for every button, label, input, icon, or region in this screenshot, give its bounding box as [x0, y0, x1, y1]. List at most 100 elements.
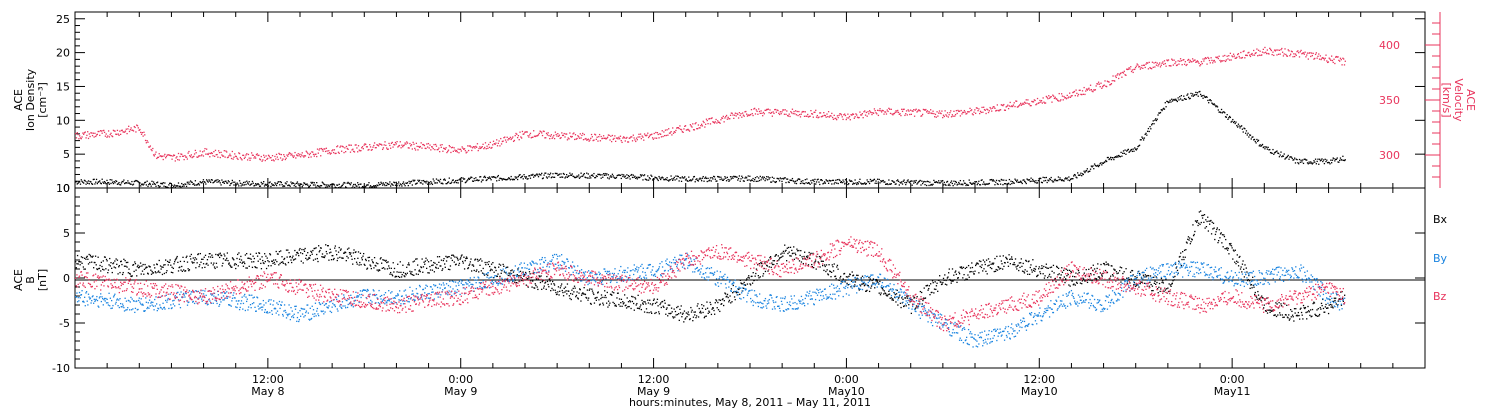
density-point	[435, 178, 438, 180]
density-point	[253, 185, 255, 187]
bx-point	[1001, 263, 1003, 265]
density-point	[1011, 182, 1013, 185]
velocity-point	[651, 137, 654, 139]
density-point	[140, 185, 142, 187]
velocity-point	[1315, 52, 1318, 54]
velocity-point	[256, 153, 258, 155]
density-point	[694, 181, 696, 183]
velocity-point	[102, 130, 104, 132]
velocity-point	[215, 154, 217, 156]
velocity-point	[539, 130, 541, 132]
velocity-point	[238, 152, 241, 155]
bx-point	[75, 267, 77, 269]
bx-point	[381, 267, 383, 269]
bx-point	[950, 282, 952, 284]
velocity-point	[565, 133, 568, 135]
velocity-point	[502, 140, 504, 142]
bx-point	[629, 300, 631, 302]
density-point	[309, 184, 311, 187]
density-point	[207, 181, 209, 183]
density-point	[1293, 159, 1295, 161]
velocity-point	[707, 123, 709, 125]
density-point	[402, 181, 405, 183]
density-point	[576, 175, 578, 177]
density-point	[995, 181, 997, 183]
density-point	[166, 186, 168, 188]
velocity-point	[397, 146, 399, 148]
density-point	[370, 186, 373, 188]
bx-point	[801, 256, 803, 258]
density-point	[1103, 161, 1105, 164]
bx-point	[895, 301, 897, 303]
density-point	[1265, 146, 1267, 148]
bx-point	[724, 292, 726, 294]
density-point	[639, 174, 642, 176]
bx-point	[967, 274, 969, 276]
velocity-point	[1063, 95, 1065, 98]
bx-point	[324, 255, 326, 257]
bx-point	[175, 258, 177, 260]
bx-point	[229, 265, 232, 267]
density-point	[245, 183, 247, 186]
velocity-point	[1255, 52, 1257, 54]
bx-point	[146, 266, 148, 268]
density-point	[1236, 126, 1239, 128]
velocity-point	[939, 112, 941, 114]
bx-point	[886, 295, 889, 297]
density-point	[463, 178, 466, 180]
velocity-point	[658, 137, 660, 139]
bx-point	[652, 302, 654, 305]
velocity-point	[246, 159, 249, 161]
velocity-point	[1261, 54, 1263, 56]
bx-point	[226, 257, 228, 260]
density-point	[1091, 166, 1093, 168]
bx-point	[516, 274, 518, 276]
velocity-point	[496, 145, 499, 147]
bx-point	[602, 304, 605, 306]
velocity-point	[1175, 61, 1177, 63]
bx-point	[963, 273, 965, 276]
velocity-point	[911, 110, 913, 112]
density-point	[157, 185, 160, 187]
velocity-point	[250, 152, 253, 154]
density-point	[844, 183, 846, 185]
bx-point	[991, 267, 993, 270]
bx-point	[670, 312, 672, 314]
density-point	[863, 182, 865, 185]
bx-point	[552, 280, 554, 283]
velocity-point	[1294, 55, 1296, 58]
velocity-point	[1211, 59, 1213, 62]
velocity-point	[76, 132, 78, 134]
bx-point	[881, 287, 883, 289]
velocity-point	[1110, 83, 1112, 86]
velocity-point	[550, 134, 553, 136]
velocity-point	[309, 152, 311, 155]
density-point	[1145, 132, 1147, 135]
bx-point	[745, 279, 747, 281]
velocity-point	[263, 156, 266, 158]
bx-point	[392, 262, 394, 264]
velocity-point	[111, 135, 114, 138]
velocity-point	[1061, 95, 1064, 97]
bx-point	[883, 293, 885, 295]
bx-point	[655, 311, 657, 314]
velocity-point	[795, 110, 797, 112]
density-point	[489, 177, 491, 179]
velocity-point	[516, 136, 519, 139]
bx-point	[278, 250, 281, 253]
bx-point	[590, 303, 592, 305]
bx-point	[888, 290, 890, 292]
velocity-point	[250, 157, 252, 159]
bx-point	[540, 275, 542, 277]
density-point	[917, 181, 920, 183]
velocity-point	[718, 121, 720, 124]
density-point	[1100, 162, 1102, 164]
velocity-point	[237, 158, 239, 161]
bx-point	[658, 313, 661, 315]
bx-point	[531, 286, 533, 288]
density-point	[471, 176, 473, 179]
velocity-point	[1107, 81, 1109, 83]
velocity-point	[501, 140, 503, 143]
bx-point	[454, 256, 456, 258]
velocity-point	[1203, 60, 1205, 62]
